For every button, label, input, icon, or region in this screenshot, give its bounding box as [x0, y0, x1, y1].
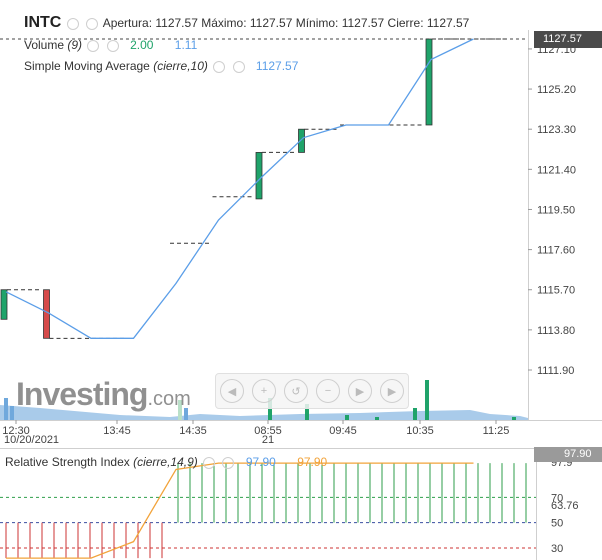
x-tick-label: 11:25 — [483, 425, 510, 437]
settings-icon[interactable] — [106, 39, 119, 52]
scroll-left-icon[interactable]: ◀ — [220, 379, 244, 403]
volume-value-2: 1.11 — [174, 38, 198, 52]
x-tick-label: 10:35 — [406, 425, 434, 437]
volume-area — [0, 405, 528, 420]
rsi-series — [6, 462, 474, 559]
volume-bar — [413, 408, 417, 420]
down-candle — [43, 289, 50, 339]
x-axis-border — [0, 420, 602, 421]
chart-grid — [0, 30, 529, 420]
volume-bar — [375, 417, 379, 420]
volume-legend: Volume (9) 2.00 1.11 — [24, 38, 197, 52]
y-tick-label: 1113.80 — [537, 325, 575, 337]
chart-nav-toolbar: ◀ + ↺ − ▶ ▶ — [215, 373, 409, 409]
eye-icon[interactable] — [66, 17, 79, 30]
rsi-legend: Relative Strength Index (cierre,14,9) 97… — [5, 455, 327, 469]
rsi-param: (cierre,14,9) — [133, 455, 198, 469]
scroll-right-end-icon[interactable]: ▶ — [348, 379, 372, 403]
volume-bar — [178, 400, 182, 420]
y-axis: 1127.101125.201123.301121.401119.501117.… — [528, 44, 576, 377]
rsi-tick-label: 70 — [551, 492, 563, 504]
volume-bar — [268, 398, 272, 420]
y-tick-label: 1123.30 — [537, 124, 576, 136]
settings-icon[interactable] — [232, 60, 245, 73]
rsi-panel-border — [0, 448, 602, 449]
logo-main: Investing — [16, 376, 148, 412]
y-tick-label: 1125.20 — [537, 84, 576, 96]
volume-bar — [305, 404, 309, 420]
volume-param: (9) — [67, 38, 83, 52]
sma-param: (cierre,10) — [153, 59, 208, 73]
up-candle — [255, 152, 263, 200]
sma-legend: Simple Moving Average (cierre,10) 1127.5… — [24, 59, 298, 73]
x-tick-label: 14:35 — [179, 425, 207, 437]
current-price-label: 1127.57 — [534, 31, 602, 48]
rsi-tick-label: 50 — [551, 518, 563, 530]
eye-icon[interactable] — [87, 39, 100, 52]
x-tick-label: 12:30 — [2, 425, 30, 437]
sma-line — [5, 38, 474, 339]
zoom-out-icon[interactable]: − — [316, 379, 340, 403]
rsi-current-label: 97.90 — [534, 447, 602, 462]
volume-value-1: 2.00 — [130, 38, 154, 52]
x-tick-label: 08:55 — [254, 425, 282, 437]
volume-bar — [4, 398, 8, 420]
sma-name: Simple Moving Average — [24, 59, 150, 73]
rsi-tick-label: 63.76 — [551, 500, 579, 512]
eye-icon[interactable] — [213, 60, 226, 73]
logo-suffix: .com — [147, 388, 191, 410]
x-tick-label: 13:45 — [103, 425, 131, 437]
volume-bar — [425, 380, 429, 420]
reset-icon[interactable]: ↺ — [284, 379, 308, 403]
volume-bar — [10, 406, 14, 420]
investing-logo: Investing.com — [16, 376, 191, 413]
rsi-axis-border — [536, 450, 537, 560]
price-axis-border — [528, 30, 529, 420]
y-tick-label: 1121.40 — [537, 164, 576, 176]
volume-bar — [184, 408, 188, 420]
volume-bar — [512, 417, 516, 420]
settings-icon[interactable] — [222, 456, 235, 469]
y-tick-label: 1119.50 — [537, 204, 575, 216]
volume-bar — [345, 415, 349, 420]
up-candle — [0, 289, 8, 320]
chart-header: INTC Apertura: 1127.57 Máximo: 1127.57 M… — [24, 14, 469, 32]
candles — [0, 38, 508, 339]
eye-icon[interactable] — [203, 456, 216, 469]
volume-name: Volume — [24, 38, 65, 52]
up-candle — [298, 128, 305, 153]
volume-bars — [0, 380, 528, 420]
date-label: 21 — [262, 434, 274, 446]
date-label: 10/20/2021 — [4, 434, 59, 446]
x-tick-label: 09:45 — [329, 425, 357, 437]
y-tick-label: 1117.60 — [537, 245, 575, 257]
scroll-right-icon[interactable]: ▶ — [380, 379, 404, 403]
up-candle — [425, 38, 433, 126]
zoom-in-icon[interactable]: + — [252, 379, 276, 403]
rsi-tick-label: 30 — [551, 543, 563, 555]
rsi-name: Relative Strength Index — [5, 455, 130, 469]
ohlc-label: Apertura: 1127.57 Máximo: 1127.57 Mínimo… — [102, 16, 470, 30]
sma-value: 1127.57 — [255, 59, 299, 73]
rsi-value-1: 97.90 — [245, 455, 276, 469]
y-tick-label: 1111.90 — [537, 365, 574, 377]
rsi-value-2: 97.90 — [297, 455, 328, 469]
x-axis: 12:30 13:45 14:35 08:55 09:45 10:35 11:25 10/20… — [0, 420, 602, 446]
settings-icon[interactable] — [86, 17, 99, 30]
sma-series — [5, 38, 474, 339]
symbol-label: INTC — [24, 14, 62, 31]
y-tick-label: 1115.70 — [537, 285, 575, 297]
